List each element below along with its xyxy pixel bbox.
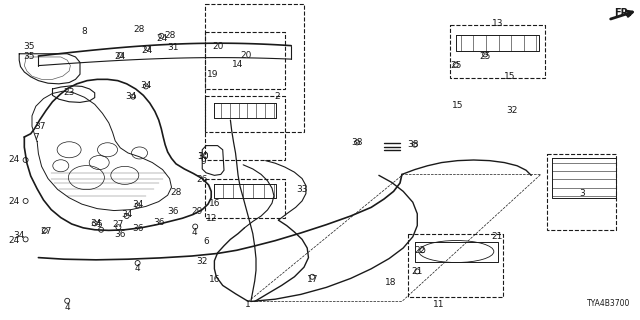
Text: 2: 2: [275, 92, 280, 101]
Text: 28: 28: [170, 188, 182, 196]
Bar: [205, 4, 304, 132]
Text: 16: 16: [209, 199, 220, 208]
Text: 24: 24: [114, 52, 125, 61]
Text: 34: 34: [125, 92, 137, 100]
Text: 12: 12: [205, 214, 217, 223]
Text: 36: 36: [132, 224, 143, 233]
Text: 4: 4: [192, 228, 197, 236]
Text: 38: 38: [407, 140, 419, 149]
Text: 13: 13: [492, 19, 503, 28]
Text: 11: 11: [433, 300, 444, 309]
Text: 34: 34: [140, 81, 152, 90]
Text: 8: 8: [82, 27, 87, 36]
Bar: [408, 234, 503, 297]
Text: 19: 19: [207, 70, 219, 79]
Text: 28: 28: [164, 31, 175, 40]
Text: 24: 24: [8, 155, 20, 164]
Text: 9: 9: [201, 157, 206, 166]
Text: 17: 17: [307, 276, 318, 284]
Text: 28: 28: [134, 25, 145, 34]
Text: 4: 4: [135, 264, 140, 273]
Bar: [547, 154, 616, 230]
Bar: [205, 32, 285, 89]
Text: 14: 14: [232, 60, 244, 68]
Text: 31: 31: [167, 43, 179, 52]
Text: 34: 34: [121, 210, 132, 219]
Text: FR.: FR.: [614, 8, 632, 19]
Text: 24: 24: [156, 34, 168, 43]
Text: 34: 34: [132, 200, 143, 209]
Text: 21: 21: [492, 232, 503, 241]
Text: 35: 35: [24, 52, 35, 61]
Text: 1: 1: [246, 300, 251, 309]
Text: 16: 16: [209, 276, 220, 284]
Text: 38: 38: [351, 138, 363, 147]
Text: 7: 7: [34, 133, 39, 142]
Text: 6: 6: [204, 237, 209, 246]
Bar: [450, 25, 545, 78]
Text: 20: 20: [241, 51, 252, 60]
Text: 10: 10: [198, 152, 209, 161]
Text: 36: 36: [153, 218, 164, 227]
Text: 33: 33: [296, 185, 308, 194]
Text: 23: 23: [63, 88, 75, 97]
Text: 24: 24: [8, 197, 20, 206]
Text: 21: 21: [412, 267, 423, 276]
Text: 24: 24: [8, 236, 20, 244]
Text: 15: 15: [452, 101, 463, 110]
Text: 27: 27: [113, 220, 124, 228]
Text: 27: 27: [40, 227, 52, 236]
Text: 32: 32: [506, 106, 518, 115]
Text: 34: 34: [90, 219, 102, 228]
Text: 32: 32: [196, 257, 208, 266]
Text: 3: 3: [580, 189, 585, 198]
Text: 5: 5: [97, 220, 102, 228]
Text: 25: 25: [479, 52, 491, 61]
Text: 18: 18: [385, 278, 396, 287]
Text: 29: 29: [191, 207, 203, 216]
Text: 35: 35: [24, 42, 35, 51]
Text: TYA4B3700: TYA4B3700: [587, 299, 630, 308]
Text: 34: 34: [13, 231, 25, 240]
Text: 36: 36: [167, 207, 179, 216]
Text: 26: 26: [196, 175, 208, 184]
Text: 36: 36: [115, 230, 126, 239]
Text: 15: 15: [504, 72, 516, 81]
Text: 24: 24: [141, 46, 153, 55]
Text: 37: 37: [35, 122, 46, 131]
Bar: [205, 96, 285, 160]
Text: 22: 22: [414, 246, 426, 255]
Bar: [205, 179, 285, 218]
Text: 25: 25: [450, 61, 461, 70]
Text: 4: 4: [65, 303, 70, 312]
Text: 30: 30: [198, 152, 209, 161]
Text: 20: 20: [212, 42, 223, 51]
